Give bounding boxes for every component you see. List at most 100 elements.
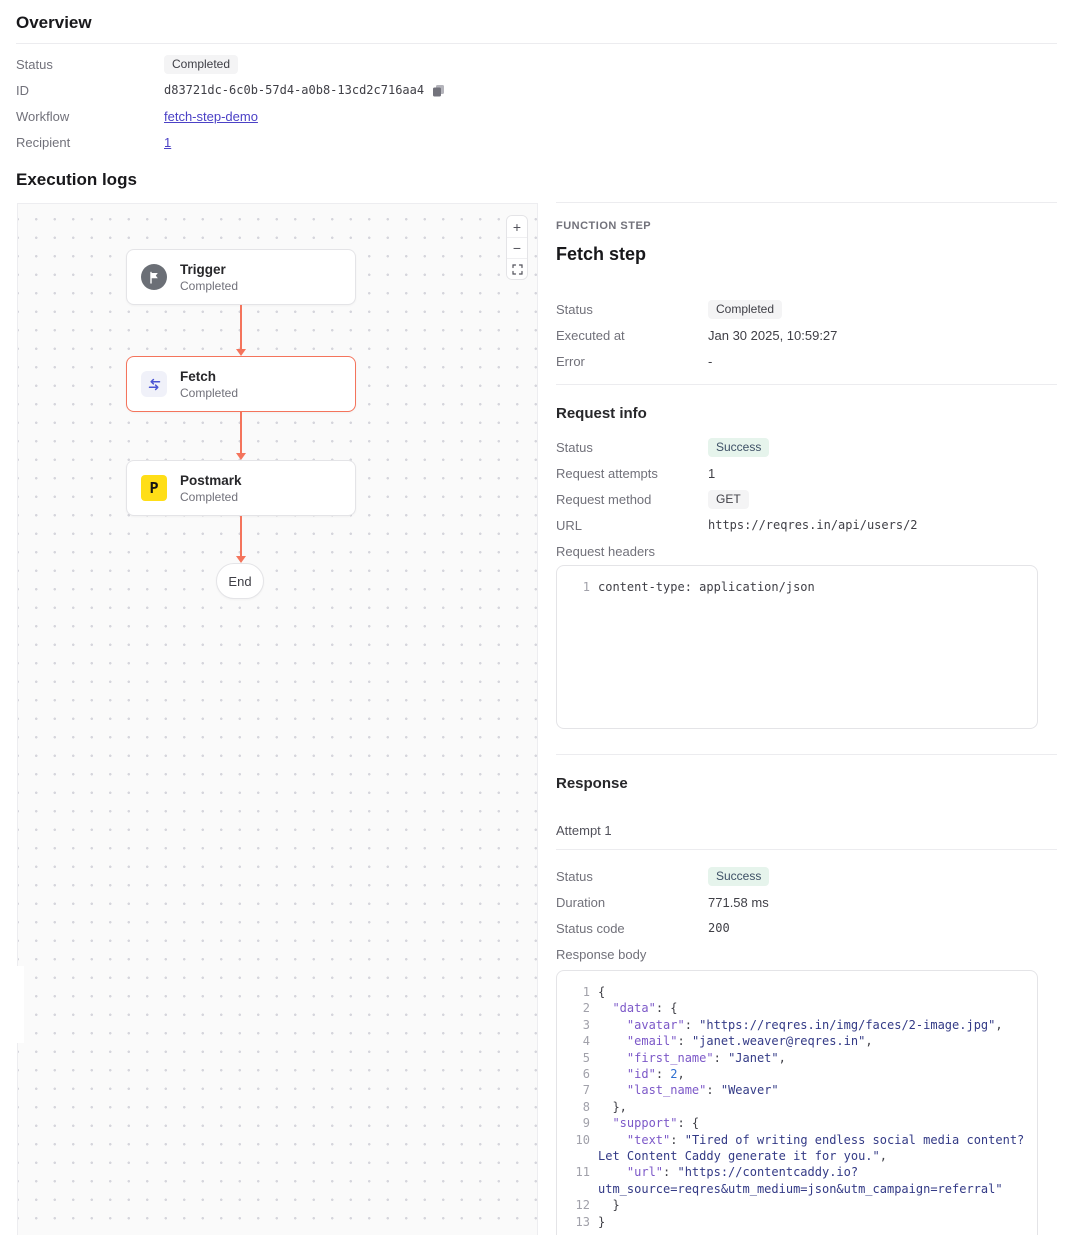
code-text: "first_name": "Janet", (626, 1050, 786, 1065)
status-label: Status (16, 56, 53, 72)
step-title: Fetch step (556, 244, 647, 264)
code-line: 8 }, (569, 1099, 1025, 1115)
zoom-in-button[interactable]: + (507, 216, 527, 237)
executed-at-label: Executed at (556, 327, 625, 343)
node-end: End (216, 563, 264, 599)
overview-rows: Status Completed ID d83721dc-6c0b-57d4-a… (16, 51, 536, 155)
step-status-badge: Completed (708, 299, 783, 319)
copy-icon (433, 84, 445, 96)
line-number: 7 (582, 1083, 590, 1098)
workflow-canvas[interactable]: Trigger Completed Fetch Completed P Post… (17, 203, 538, 1235)
code-line: 1{ (569, 984, 1025, 1000)
request-info-rows: Status Success Request attempts 1 Reques… (556, 434, 1057, 564)
response-status-badge: Success (708, 866, 770, 886)
request-attempts-label: Request attempts (556, 465, 658, 481)
node-fetch-status: Completed (180, 385, 239, 400)
request-attempts-value: 1 (708, 465, 716, 481)
code-line: 1 content-type: application/json (569, 579, 1025, 595)
line-number: 3 (582, 1017, 590, 1032)
code-text: } (598, 1214, 606, 1229)
edge-arrow-icon (235, 453, 246, 460)
workflow-label: Workflow (16, 108, 70, 124)
recipient-link[interactable]: 1 (164, 134, 172, 150)
step-summary-rows: Status Completed Executed at Jan 30 2025… (556, 296, 1057, 374)
request-divider (556, 384, 1057, 385)
node-trigger[interactable]: Trigger Completed (126, 249, 356, 305)
code-text: "email": "janet.weaver@reqres.in", (626, 1034, 873, 1049)
code-text: "id": 2, (626, 1067, 685, 1082)
fit-view-icon (511, 263, 523, 275)
step-detail-panel: FUNCTION STEP Fetch step Status Complete… (556, 202, 1057, 1235)
line-number: 6 (582, 1067, 590, 1082)
request-headers-label: Request headers (556, 543, 656, 559)
code-line: 9 "support": { (569, 1115, 1025, 1131)
edge-trigger-fetch (240, 305, 242, 349)
overview-id-row: ID d83721dc-6c0b-57d4-a0b8-13cd2c716aa4 (16, 77, 536, 103)
code-line: 2 "data": { (569, 1000, 1025, 1016)
edge-arrow-icon (235, 556, 246, 563)
edge-postmark-end (240, 516, 242, 556)
request-method-label: Request method (556, 491, 652, 507)
edge-fetch-postmark (240, 412, 242, 453)
status-code-label: Status code (556, 920, 625, 936)
node-postmark[interactable]: P Postmark Completed (126, 460, 356, 516)
code-line: 11 "url": "https://contentcaddy.io? utm_… (569, 1164, 1025, 1197)
postmark-icon: P (141, 475, 167, 501)
id-label: ID (16, 82, 29, 98)
response-divider (556, 754, 1057, 755)
code-text: { (598, 985, 606, 999)
zoom-out-button[interactable]: − (507, 237, 527, 258)
line-number: 2 (582, 1001, 590, 1016)
line-number: 1 (582, 580, 590, 594)
duration-label: Duration (556, 894, 606, 910)
node-trigger-status: Completed (180, 278, 239, 293)
overview-workflow-row: Workflow fetch-step-demo (16, 103, 536, 129)
attempt-label: Attempt 1 (556, 823, 612, 838)
code-line: 7 "last_name": "Weaver" (569, 1082, 1025, 1098)
overview-divider (16, 43, 1057, 44)
response-rows: Status Success Duration 771.58 ms Status… (556, 863, 1057, 967)
response-body-code: 1{2 "data": {3 "avatar": "https://reqres… (556, 970, 1038, 1235)
code-text: } (598, 1198, 620, 1213)
line-number: 8 (582, 1099, 590, 1114)
copy-id-button[interactable] (432, 84, 445, 97)
status-badge: Completed (164, 54, 239, 74)
attempt-divider (556, 849, 1057, 850)
step-status-label: Status (556, 301, 593, 317)
node-fetch[interactable]: Fetch Completed (126, 356, 356, 412)
line-number: 1 (582, 985, 590, 999)
request-info-heading: Request info (556, 405, 647, 422)
duration-value: 771.58 ms (708, 894, 769, 910)
node-postmark-title: Postmark (180, 472, 242, 488)
line-number: 11 (575, 1165, 590, 1180)
code-text: "url": "https://contentcaddy.io? utm_sou… (598, 1165, 1003, 1196)
transaction-id-value: d83721dc-6c0b-57d4-a0b8-13cd2c716aa4 (164, 83, 425, 97)
fit-view-button[interactable] (507, 258, 527, 279)
request-headers-code: 1 content-type: application/json (556, 565, 1038, 729)
recipient-label: Recipient (16, 134, 71, 150)
code-text: content-type: application/json (598, 580, 815, 594)
edge-arrow-icon (235, 349, 246, 356)
code-line: 3 "avatar": "https://reqres.in/img/faces… (569, 1017, 1025, 1033)
request-method-badge: GET (708, 489, 749, 509)
flag-icon (141, 264, 167, 290)
line-number: 5 (582, 1050, 590, 1065)
canvas-overlay-patch (0, 966, 24, 1043)
response-status-label: Status (556, 868, 593, 884)
code-text: "data": { (612, 1001, 678, 1016)
code-line: 13} (569, 1214, 1025, 1230)
code-text: }, (598, 1099, 627, 1114)
code-text: "last_name": "Weaver" (626, 1083, 779, 1098)
code-line: 12 } (569, 1197, 1025, 1213)
canvas-zoom-controls: + − (506, 215, 528, 280)
error-label: Error (556, 353, 585, 369)
code-line: 10 "text": "Tired of writing endless soc… (569, 1132, 1025, 1165)
node-postmark-status: Completed (180, 489, 239, 504)
node-fetch-title: Fetch (180, 368, 217, 384)
swap-arrows-icon (141, 371, 167, 397)
line-number: 4 (582, 1034, 590, 1049)
overview-heading: Overview (16, 13, 92, 32)
line-number: 12 (575, 1198, 590, 1213)
node-trigger-title: Trigger (180, 261, 226, 277)
workflow-link[interactable]: fetch-step-demo (164, 108, 258, 124)
